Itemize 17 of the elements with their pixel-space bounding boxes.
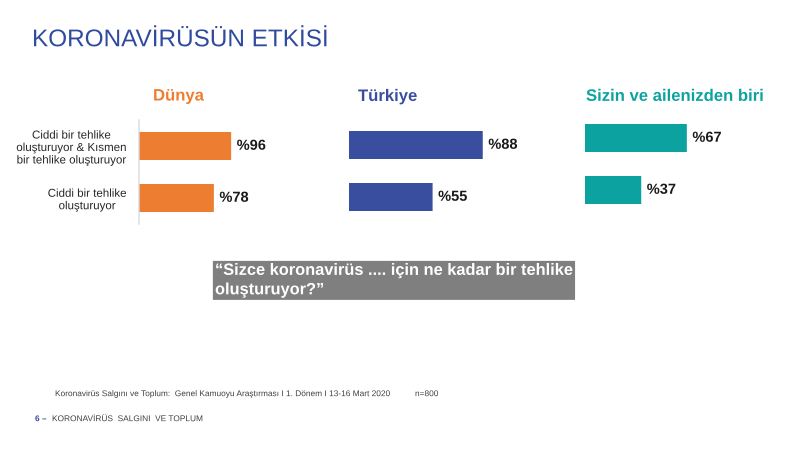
text: KORONAVİRÜSÜN ETKİSİ <box>34 25 326 47</box>
text: n=800 <box>416 390 438 396</box>
data-label: %67 <box>692 132 721 142</box>
data-label: %78 <box>220 192 248 202</box>
y-tick-label: Ciddi bir tehlike oluşturuyor & Kısmen bir tehlike oluşturuyor <box>16 130 126 166</box>
chart-title: Sizin ve ailenizden biri <box>586 88 763 102</box>
text: Koronavirüs Salgını ve Toplum: Genel Kamuoyu Araştırması I 1. Dönem I 13-16 Mart 2020 <box>56 390 390 398</box>
text: 6 – <box>35 415 46 422</box>
chart-title: Dünya <box>154 89 204 104</box>
text: KORONAVİRÜS SALGINI VE TOPLUM <box>52 414 202 422</box>
data-label: %37 <box>647 184 676 194</box>
y-tick-label: Ciddi bir tehlike oluşturuyor <box>48 188 126 212</box>
data-label: %96 <box>237 140 266 150</box>
text: “Sizce koronavirüs .... için ne kadar bir tehlike oluşturuyor?” <box>216 263 572 298</box>
data-label: %55 <box>438 190 467 201</box>
chart-title: Türkiye <box>358 88 417 104</box>
data-label: %88 <box>488 138 518 149</box>
